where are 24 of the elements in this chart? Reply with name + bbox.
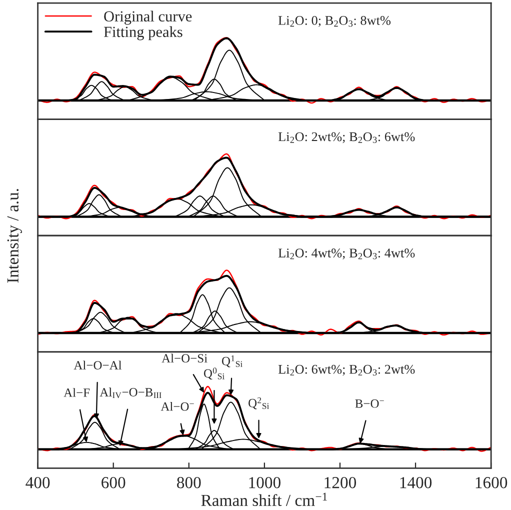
x-tick-label: 400: [26, 476, 50, 488]
x-tick-label: 800: [177, 476, 201, 488]
annotation: Al−O$^{−}$: [160, 402, 194, 411]
annotation: B−O$^{−}$: [355, 399, 384, 408]
annotation: Al−O−Si: [162, 354, 208, 363]
annotation: Al−O−Al: [74, 360, 122, 370]
x-tick-label: 1600: [476, 476, 508, 488]
annotation: Al−F: [64, 388, 90, 397]
x-tick-label: 1200: [324, 476, 356, 488]
text: Li$_{2}$O: 4wt%; B$_{2}$O$_{3}$: 4wt%: [278, 248, 415, 260]
x-axis-title: Raman shift / cm$^{−1}$: [201, 492, 327, 506]
annotation: Q$^{2}$$_{Si}$: [248, 397, 270, 410]
legend-label: Fitting peaks: [104, 26, 182, 40]
x-tick-label: 600: [102, 476, 126, 488]
annotation: Al$_{IV}$−O−B$_{III}$: [100, 388, 162, 398]
annotation: Q$^{0}$$_{Si}$: [204, 368, 224, 380]
annotation: Q$^{1}$$_{Si}$: [222, 355, 242, 368]
text: Li$_{2}$O: 6wt%; B$_{2}$O$_{3}$: 2wt%: [278, 364, 415, 376]
y-axis-title: Intensity / a.u.: [7, 189, 22, 283]
x-tick-label: 1400: [400, 476, 432, 488]
legend-label: Original curve: [104, 10, 192, 25]
text: Li$_{2}$O: 2wt%; B$_{2}$O$_{3}$: 6wt%: [278, 132, 415, 144]
x-tick-label: 1000: [249, 476, 280, 488]
text: Li$_{2}$O: 0; B$_{2}$O$_{3}$: 8wt%: [278, 16, 391, 27]
